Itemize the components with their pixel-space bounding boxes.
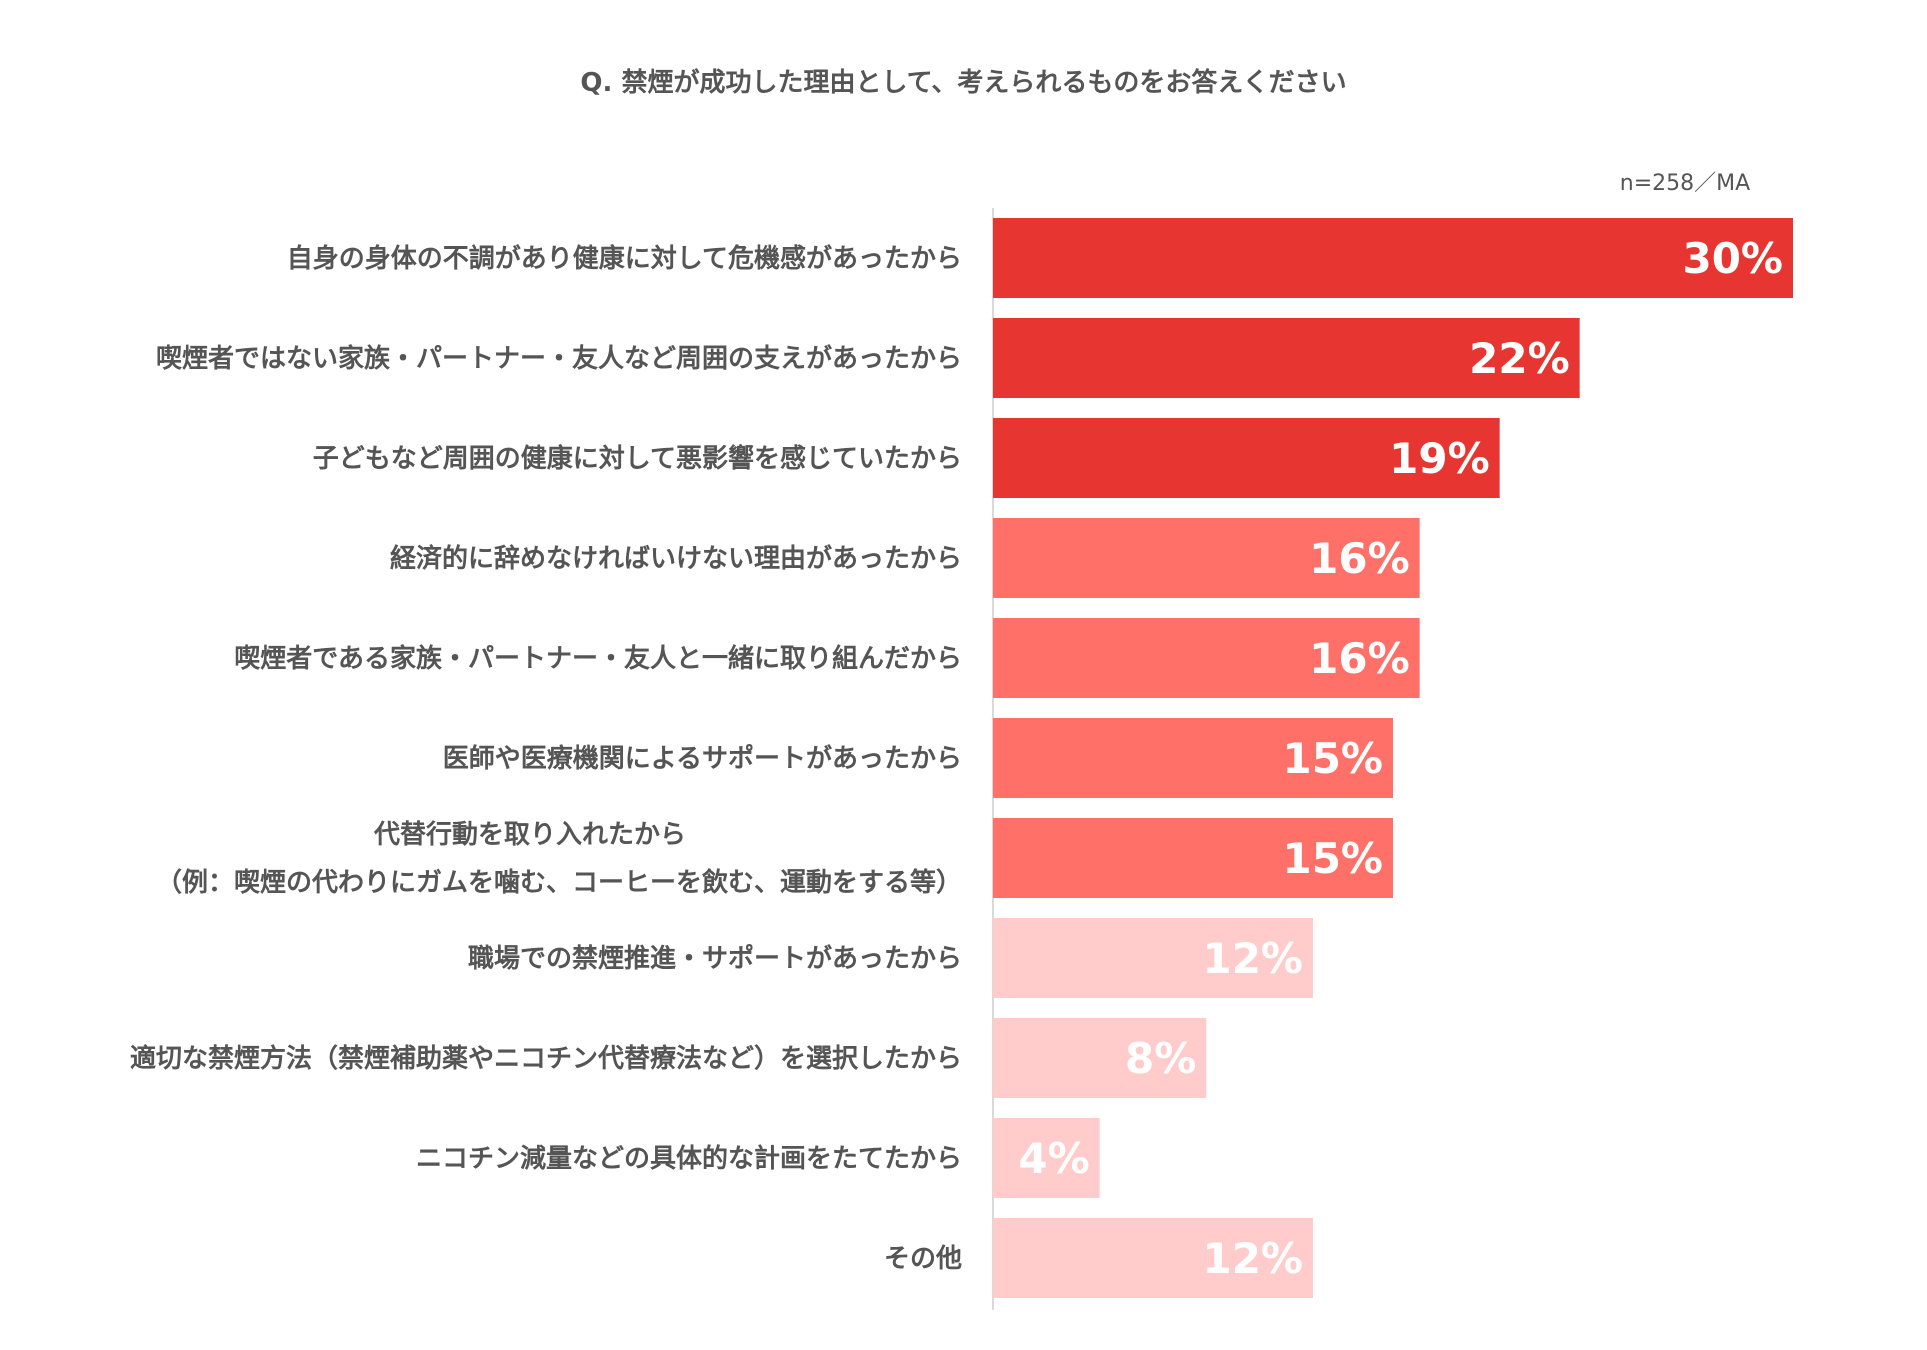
value-label-5: 15% [1282,734,1383,783]
category-label-6-line-1: （例：喫煙の代わりにガムを噛む、コーヒーを飲む、運動をする等） [156,867,962,898]
value-label-1: 22% [1469,334,1570,383]
bar-1 [993,318,1580,398]
value-label-0: 30% [1682,234,1783,283]
bar-8 [993,1018,1207,1098]
bar-5 [993,718,1393,798]
bar-2 [993,418,1500,498]
value-label-6: 15% [1282,834,1383,883]
category-label-9: ニコチン減量などの具体的な計画をたてたから [416,1143,962,1174]
category-label-5: 医師や医療機関によるサポートがあったから [443,743,962,774]
category-label-3: 経済的に辞めなければいけない理由があったから [390,543,962,574]
value-label-8: 8% [1125,1034,1196,1083]
value-label-10: 12% [1202,1234,1303,1283]
sample-size-note: n=258／MA [1619,171,1751,196]
bar-4 [993,618,1420,698]
category-label-0: 自身の身体の不調があり健康に対して危機感があったから [287,243,962,274]
category-label-2: 子どもなど周囲の健康に対して悪影響を感じていたから [313,443,962,474]
bar-6 [993,818,1393,898]
bar-3 [993,518,1420,598]
value-label-7: 12% [1202,934,1303,983]
category-label-7: 職場での禁煙推進・サポートがあったから [468,943,962,974]
bar-10 [993,1218,1313,1298]
bar-0 [993,218,1793,298]
bar-9 [993,1118,1100,1198]
category-label-1: 喫煙者ではない家族・パートナー・友人など周囲の支えがあったから [156,343,962,374]
category-label-4: 喫煙者である家族・パートナー・友人と一緒に取り組んだから [234,643,962,674]
value-label-4: 16% [1309,634,1410,683]
value-label-3: 16% [1309,534,1410,583]
category-label-6-line-0: 代替行動を取り入れたから [373,819,686,850]
bar-7 [993,918,1313,998]
category-label-8: 適切な禁煙方法（禁煙補助薬やニコチン代替療法など）を選択したから [130,1043,962,1074]
category-label-10: その他 [884,1244,962,1274]
chart-title: Q. 禁煙が成功した理由として、考えられるものをお答えください [580,68,1347,98]
value-label-2: 19% [1389,434,1490,483]
value-label-9: 4% [1018,1134,1089,1183]
